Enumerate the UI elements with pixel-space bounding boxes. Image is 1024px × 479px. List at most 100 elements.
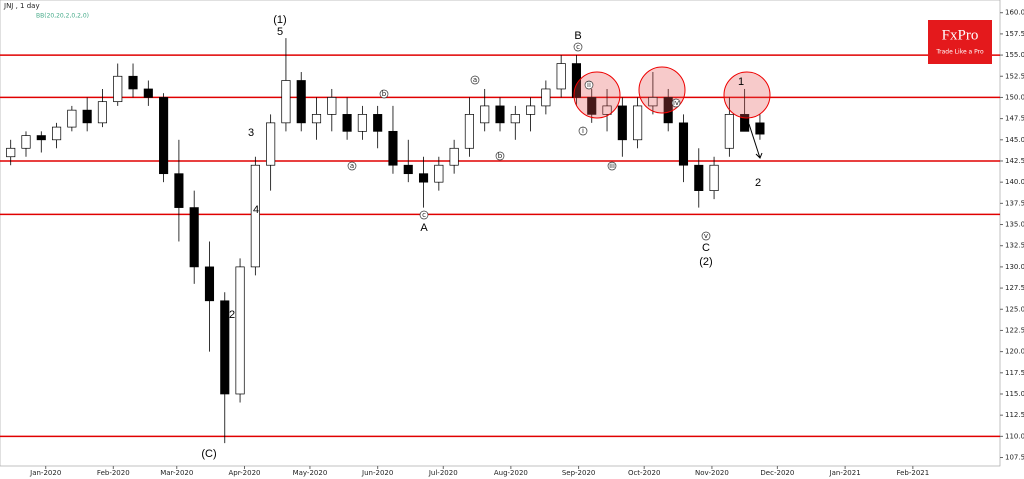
x-tick-label: Jun-2020 xyxy=(361,469,393,477)
wave-circle xyxy=(584,80,594,90)
x-tick-label: Nov-2020 xyxy=(695,469,729,477)
candle-body xyxy=(189,207,199,268)
wave-mark: iii xyxy=(609,162,615,170)
wave-circle xyxy=(347,161,357,171)
y-tick-label: 152.50 xyxy=(1005,72,1024,80)
highlight-circle xyxy=(723,71,771,119)
wave-mark: b xyxy=(382,90,387,98)
candle-body xyxy=(67,109,77,128)
y-tick-label: 130.00 xyxy=(1005,263,1024,271)
x-tick-label: May-2020 xyxy=(293,469,328,477)
wave-label: 3 xyxy=(248,127,254,139)
candle-body xyxy=(556,63,566,90)
candle-body xyxy=(311,114,322,124)
wave-label: 2 xyxy=(229,309,235,321)
candle-body xyxy=(235,266,245,395)
candle-body xyxy=(52,126,62,141)
candle-body xyxy=(602,105,612,115)
x-tick-label: Apr-2020 xyxy=(228,469,260,477)
y-tick-label: 147.50 xyxy=(1005,115,1024,123)
candle-body xyxy=(36,135,46,141)
candle-body xyxy=(541,88,551,107)
candle-body xyxy=(633,105,643,141)
candle-body xyxy=(128,75,138,90)
wave-circle xyxy=(573,42,583,52)
wave-mark: i xyxy=(582,127,584,135)
x-tick-label: Mar-2020 xyxy=(160,469,193,477)
y-tick-label: 120.00 xyxy=(1005,348,1024,356)
y-tick-label: 157.50 xyxy=(1005,30,1024,38)
x-tick-label: Dec-2020 xyxy=(760,469,794,477)
y-tick-label: 117.50 xyxy=(1005,369,1024,377)
wave-mark: v xyxy=(704,232,708,240)
candle-body xyxy=(740,114,750,132)
candle-body xyxy=(587,97,597,115)
x-tick-label: Jul-2020 xyxy=(428,469,458,477)
wave-label: 2 xyxy=(755,177,761,189)
x-tick-label: Aug-2020 xyxy=(494,469,528,477)
wave-mark: a xyxy=(473,76,477,84)
candle-body xyxy=(724,114,734,149)
y-tick-label: 137.50 xyxy=(1005,199,1024,207)
wave-circle xyxy=(701,231,711,241)
candle-body xyxy=(97,101,108,124)
x-tick-label: Feb-2020 xyxy=(97,469,130,477)
y-tick-label: 125.00 xyxy=(1005,305,1024,313)
y-tick-label: 150.00 xyxy=(1005,93,1024,101)
annotations: (1) 5 B 3 4 2 A C (2) (C) 1 2 xyxy=(201,14,761,460)
candle-body xyxy=(755,122,765,135)
wave-circle xyxy=(419,210,429,220)
marks xyxy=(0,38,1000,444)
wave-label: (2) xyxy=(699,256,712,268)
x-tick-label: Feb-2021 xyxy=(896,469,929,477)
candle-body xyxy=(617,105,627,141)
candle-body xyxy=(571,63,582,98)
y-tick-label: 127.50 xyxy=(1005,284,1024,292)
wave-label: 1 xyxy=(738,76,744,88)
wave-circle xyxy=(470,75,480,85)
candle-body xyxy=(694,164,704,191)
subtitle: BB(20,20,2,0,2,0) xyxy=(36,13,89,20)
candle-body xyxy=(143,88,153,98)
candle-body xyxy=(204,266,215,302)
candle-body xyxy=(327,97,337,115)
y-tick-label: 145.00 xyxy=(1005,136,1024,144)
y-tick-label: 122.50 xyxy=(1005,326,1024,334)
logo-tagline: Trade Like a Pro xyxy=(935,49,984,56)
wave-label: C xyxy=(702,242,710,254)
wave-mark: a xyxy=(350,162,354,170)
y-tick-label: 155.00 xyxy=(1005,51,1024,59)
y-tick-label: 112.50 xyxy=(1005,411,1024,419)
x-tick-label: Oct-2020 xyxy=(628,469,660,477)
candle-body xyxy=(449,147,459,166)
candle-body xyxy=(510,114,520,124)
wave-label: 4 xyxy=(253,204,259,216)
y-tick-label: 107.50 xyxy=(1005,454,1024,462)
wave-mark: c xyxy=(422,211,426,219)
chart-title: JNJ , 1 day xyxy=(3,2,40,10)
wave-label: (1) xyxy=(273,14,286,26)
wave-circle xyxy=(607,161,617,171)
candle-body xyxy=(174,173,184,208)
y-tick-label: 142.50 xyxy=(1005,157,1024,165)
highlight-circle xyxy=(573,71,621,119)
wave-mark: iv xyxy=(673,99,679,107)
logo: FxPro xyxy=(942,27,979,43)
wave-circle xyxy=(495,151,505,161)
candle-body xyxy=(495,105,505,124)
candle-body xyxy=(159,97,169,175)
y-tick-label: 135.00 xyxy=(1005,221,1024,229)
x-tick-label: Jan-2020 xyxy=(29,469,61,477)
candle-body xyxy=(342,114,352,132)
candle-body xyxy=(6,147,16,158)
wave-mark: c xyxy=(576,43,580,51)
wave-label: 5 xyxy=(277,26,283,38)
candle-body xyxy=(434,164,444,183)
candle-body xyxy=(678,122,689,166)
candle-body xyxy=(296,80,306,124)
candle-body xyxy=(709,164,719,191)
candle-body xyxy=(418,173,429,183)
candle-body xyxy=(480,105,490,124)
candle-body xyxy=(373,114,383,132)
candle-body xyxy=(526,105,536,115)
